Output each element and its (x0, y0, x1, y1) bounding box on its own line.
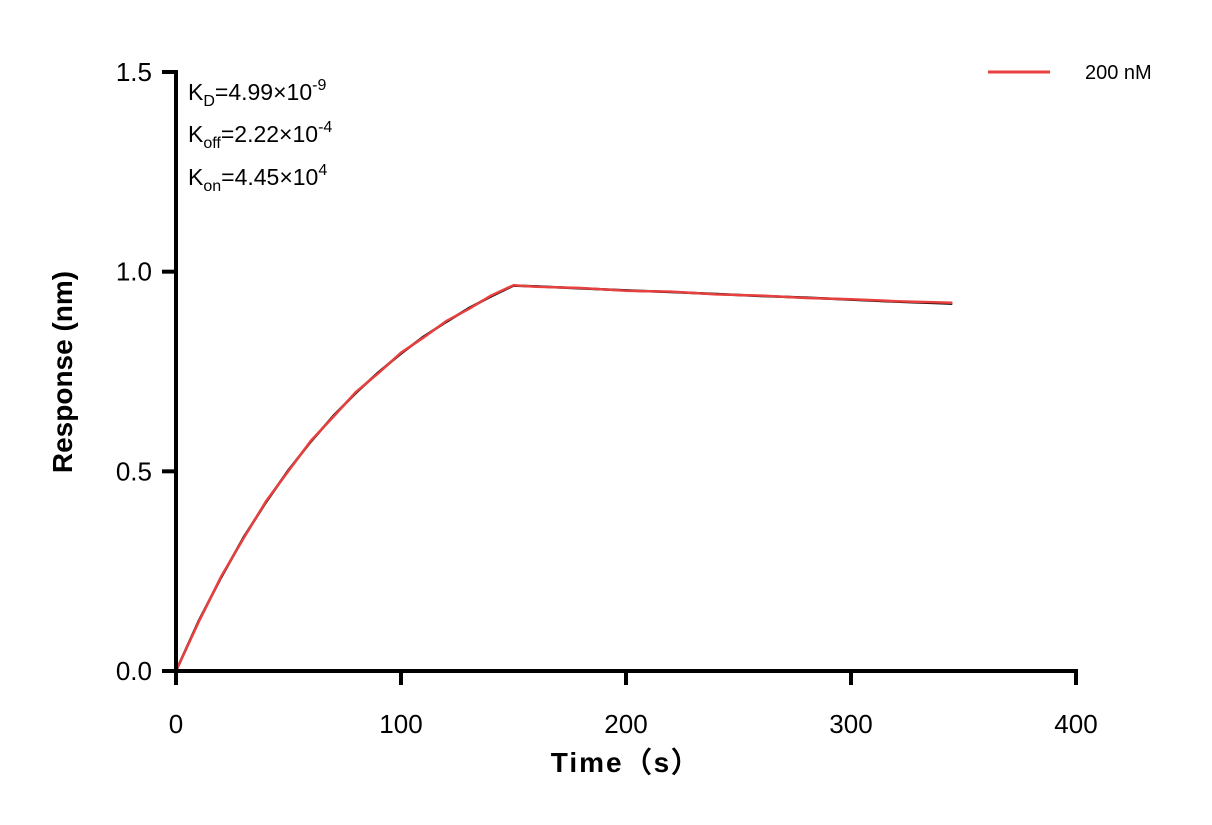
x-axis-title: Time（s） (551, 746, 701, 778)
annotation-koff: Koff=2.22×10-4 (188, 119, 332, 152)
x-ticks: 0 100 200 300 400 (169, 671, 1098, 739)
plot-area (174, 283, 953, 672)
y-axis-title: Response (nm) (47, 271, 78, 473)
annotation-kon: Kon=4.45×104 (188, 162, 327, 195)
legend: 200 nM (988, 62, 1152, 84)
y-tick-label: 0.5 (116, 456, 152, 486)
y-tick-label: 0.0 (116, 656, 152, 686)
x-tick-label: 100 (379, 709, 422, 739)
x-tick-label: 400 (1054, 709, 1097, 739)
x-tick-label: 200 (604, 709, 647, 739)
x-tick-label: 300 (829, 709, 872, 739)
annotation-kd: KD=4.99×10-9 (188, 77, 326, 110)
legend-label: 200 nM (1085, 62, 1152, 84)
series-line-fit (174, 284, 953, 672)
y-tick-label: 1.0 (116, 257, 152, 287)
x-tick-label: 0 (169, 709, 183, 739)
series-line-measured (174, 283, 953, 672)
y-ticks: 0.0 0.5 1.0 1.5 (116, 57, 176, 686)
y-tick-label: 1.5 (116, 57, 152, 87)
